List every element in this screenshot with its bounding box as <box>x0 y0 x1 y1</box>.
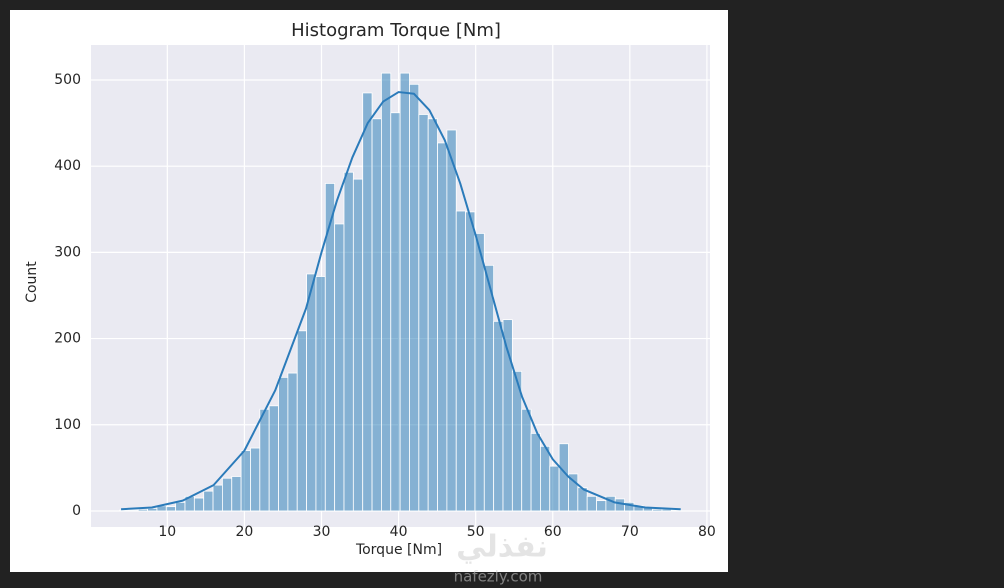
y-tick-label: 500 <box>54 72 81 88</box>
bar <box>240 450 251 512</box>
bar <box>212 484 223 512</box>
bar <box>362 92 373 512</box>
y-tick-label: 300 <box>54 244 81 260</box>
y-tick-label: 100 <box>54 417 81 433</box>
watermark-logo: نفذلي <box>456 530 548 565</box>
bar <box>381 72 392 512</box>
watermark-site: nafezly.com <box>454 568 543 586</box>
x-tick-label: 20 <box>235 524 253 540</box>
bar <box>474 233 485 512</box>
bar <box>343 171 354 512</box>
bar <box>306 273 317 512</box>
bar <box>203 490 214 512</box>
x-axis-label: Torque [Nm] <box>355 542 442 558</box>
labels: 0 100 200 300 400 500 10 20 30 40 50 60 70 80 <box>54 72 716 540</box>
kde-line <box>121 91 681 511</box>
y-tick-label: 0 <box>72 503 81 519</box>
bar <box>670 509 682 512</box>
bar <box>352 178 364 512</box>
bar <box>231 476 242 512</box>
bar <box>455 210 466 512</box>
bar <box>147 507 158 512</box>
x-tick-label: 50 <box>467 524 485 540</box>
chart-title: Histogram Torque [Nm] <box>291 20 501 41</box>
bar <box>483 264 495 512</box>
bar <box>437 142 448 512</box>
bars <box>119 72 682 512</box>
y-tick-label: 400 <box>54 158 81 174</box>
x-tick-label: 60 <box>544 524 562 540</box>
bar <box>296 330 307 512</box>
bar <box>137 508 148 512</box>
bar <box>175 501 186 512</box>
bar <box>334 223 345 512</box>
x-tick-label: 40 <box>390 524 408 540</box>
y-tick-label: 200 <box>54 331 81 347</box>
bar <box>558 443 569 512</box>
bar <box>465 211 476 512</box>
kde <box>121 91 681 511</box>
x-tick-label: 70 <box>621 524 639 540</box>
bar <box>222 477 233 512</box>
bar <box>250 447 261 512</box>
bar <box>128 509 139 512</box>
bar <box>371 118 382 512</box>
bar <box>418 114 429 512</box>
bar <box>540 445 551 512</box>
bar <box>399 72 410 512</box>
bar <box>586 495 597 512</box>
x-tick-label: 10 <box>158 524 176 540</box>
bar <box>652 508 663 512</box>
bar <box>259 408 270 512</box>
bar <box>278 376 289 512</box>
bar <box>315 276 326 512</box>
bar <box>287 372 298 512</box>
bar <box>446 129 457 512</box>
bar <box>193 497 205 512</box>
bar <box>390 112 401 512</box>
bar <box>427 118 438 512</box>
bar <box>596 500 607 512</box>
bar <box>530 432 541 512</box>
bar <box>165 506 177 512</box>
x-tick-label: 80 <box>698 524 716 540</box>
bar <box>409 83 420 512</box>
bar <box>493 320 504 512</box>
bar <box>119 509 130 512</box>
bar <box>521 408 532 512</box>
bar <box>268 405 279 512</box>
bar <box>549 465 560 512</box>
x-tick-label: 30 <box>313 524 331 540</box>
bar <box>614 498 625 512</box>
y-axis-label: Count <box>24 261 40 303</box>
